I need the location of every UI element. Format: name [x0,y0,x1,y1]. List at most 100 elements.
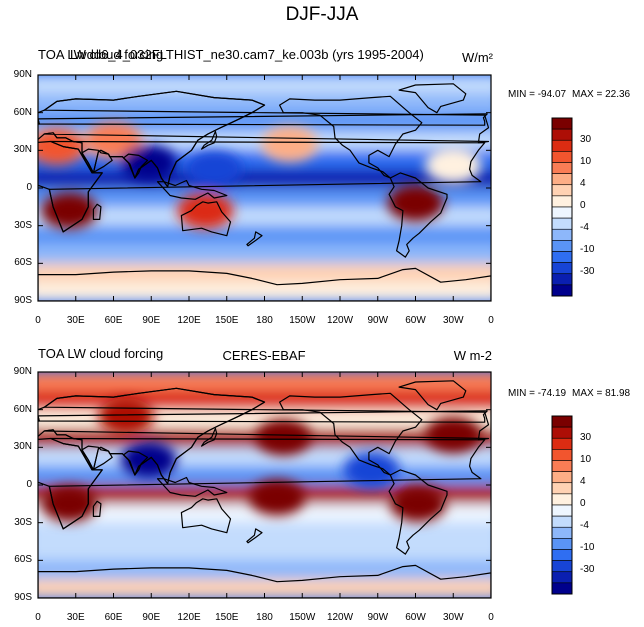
coastline-north-america [279,392,423,476]
coastline-australia [180,201,232,237]
colorbar-box [551,549,573,561]
x-tick-label: 90W [367,315,389,326]
y-tick-label: 90S [14,592,32,603]
x-tick-label: 180 [256,315,273,326]
x-tick-label: 30W [442,315,464,326]
y-tick-label: 0 [26,182,32,193]
y-tick-label: 90S [14,295,32,306]
colorbar-label: -4 [580,222,589,233]
colorbar-label: 4 [580,476,586,487]
region-north-atlantic-positive [425,416,482,453]
colorbar-box [551,449,573,461]
colorbar-box [551,240,573,252]
colorbar-box [551,493,573,506]
colorbar-label: 10 [580,156,592,167]
panel1-title-left: TOA LW cloud forcing [38,47,164,62]
colorbar-label: 0 [580,498,586,509]
colorbar-label: 10 [580,454,592,465]
y-tick-label: 60N [13,106,32,118]
coastline-japan [201,130,218,150]
region-west-asia [85,122,142,159]
coastline-australia [180,498,232,534]
colorbar-box [551,504,573,517]
panel2-title-left: TOA LW cloud forcing [38,346,164,361]
x-tick-label: 120W [326,612,354,623]
colorbar-box [551,139,573,152]
x-tick-label: 0 [35,612,41,623]
coastline-greenland [398,380,467,411]
coastline-africa-wrap [38,140,103,233]
colorbar-box [551,162,573,174]
colorbar-box [551,173,573,186]
x-tick-label: 150W [289,612,316,623]
panel1-title-overlap: Lwdd6_4_032FLTHIST_ne30.cam7_ke.003b (yr… [70,47,424,62]
coastline-uk-wrap [38,117,40,125]
region-south-pacific-band [249,479,306,516]
y-tick-label: 30N [13,441,32,453]
x-tick-label: 60E [104,612,123,623]
coastline-japan [201,427,218,447]
y-tick-label: 60N [13,403,32,415]
coastline-madagascar [92,203,102,220]
y-tick-label: 30S [14,219,32,231]
coastline-new-zealand [246,528,263,544]
colorbar-box [551,206,573,219]
figure-title: DJF-JJA [285,4,359,25]
zonal-band [38,263,491,283]
zonal-band [38,390,491,410]
zonal-band [38,188,491,207]
y-tick-label: 60S [14,554,32,566]
panel2-max-label: MAX = 81.98 [572,388,631,399]
coastline-south-america [388,469,448,555]
colorbar-box [551,571,573,584]
x-tick-label: 0 [488,612,494,623]
colorbar-box [551,482,573,495]
region-south-america-positive [387,185,444,222]
colorbar-box [551,471,573,484]
panel2-min-label: MIN = -74.19 [508,388,567,399]
panel1-units: W/m² [461,50,493,65]
region-west-pacific-negative [186,151,243,188]
colorbar-box [551,151,573,163]
x-tick-label: 30E [66,315,85,326]
coastline-indonesia [156,179,228,200]
x-tick-label: 120E [177,315,201,326]
x-tick-label: 30W [442,612,464,623]
y-tick-label: 60S [14,257,32,269]
colorbar-label: -30 [580,266,595,277]
x-tick-label: 120E [177,612,201,623]
y-tick-label: 0 [26,479,32,490]
colorbar-box [551,284,573,297]
region-south-america-positive [390,485,447,522]
colorbar-box [551,426,573,439]
y-tick-label: 90N [13,366,32,377]
colorbar-label: 4 [580,178,586,189]
colorbar-box [551,526,573,539]
colorbar-label: -10 [580,542,595,553]
coastline-antarctica [38,267,491,301]
colorbar-label: -10 [580,244,595,255]
region-sahara-mediterranean [38,128,85,165]
coastline-uk-wrap [38,414,40,422]
zonal-band [38,560,491,580]
coastline-north-america [279,95,423,179]
x-tick-label: 150E [215,612,239,623]
colorbar-frame-2 [551,415,573,595]
zonal-band [38,206,491,226]
map-panel-1 [38,75,491,301]
colorbar-frame-1 [551,117,573,297]
y-tick-label: 90N [13,69,32,80]
colorbar-box [551,217,573,230]
colorbar-box [551,460,573,472]
colorbar-box [551,195,573,208]
coastline-antarctica [38,564,491,598]
zonal-band [38,522,491,542]
zonal-band [38,225,491,245]
x-tick-label: 90W [367,612,389,623]
region-south-africa-positive [41,192,98,229]
region-north-australia-positive [177,192,234,229]
colorbar-label: 0 [580,200,586,211]
region-north-pacific-positive [255,419,312,456]
x-tick-label: 150W [289,315,316,326]
x-tick-label: 60W [405,612,426,623]
